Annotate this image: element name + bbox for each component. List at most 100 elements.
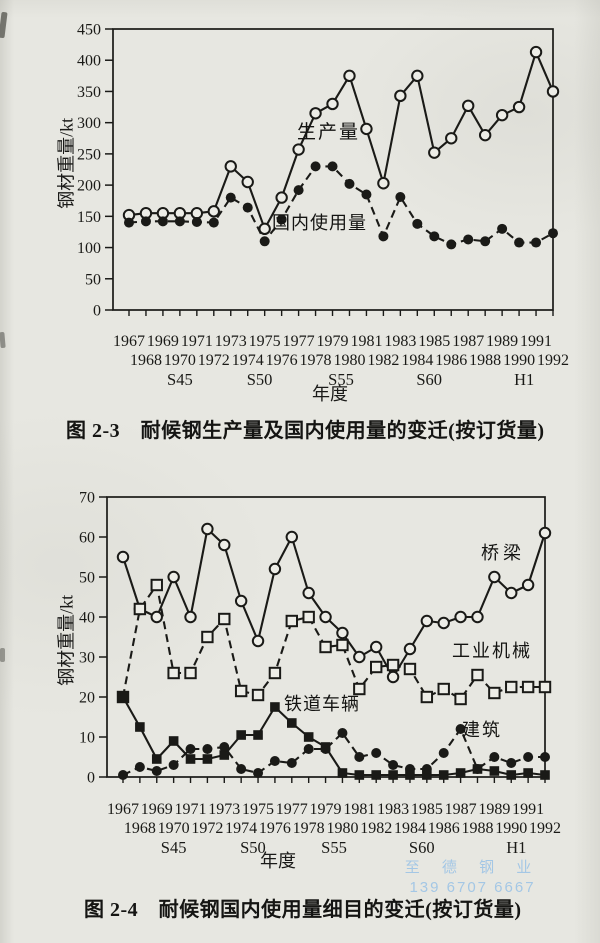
svg-text:1979: 1979 bbox=[317, 333, 349, 350]
svg-text:1975: 1975 bbox=[249, 333, 281, 350]
svg-text:1976: 1976 bbox=[266, 352, 298, 369]
svg-text:1991: 1991 bbox=[512, 801, 544, 818]
x-axis-ticks bbox=[122, 777, 546, 783]
svg-text:S45: S45 bbox=[161, 838, 187, 857]
svg-text:1979: 1979 bbox=[310, 801, 342, 818]
svg-text:1970: 1970 bbox=[158, 820, 190, 837]
svg-text:1973: 1973 bbox=[215, 333, 247, 350]
chart-2-3-markers-0 bbox=[122, 45, 560, 236]
svg-text:S55: S55 bbox=[328, 370, 354, 389]
svg-text:150: 150 bbox=[77, 209, 101, 226]
svg-text:S50: S50 bbox=[247, 370, 273, 389]
svg-text:100: 100 bbox=[77, 240, 101, 257]
svg-text:450: 450 bbox=[77, 22, 101, 39]
svg-text:1977: 1977 bbox=[276, 801, 308, 818]
svg-text:1987: 1987 bbox=[445, 801, 477, 818]
svg-text:0: 0 bbox=[93, 303, 101, 320]
svg-text:1971: 1971 bbox=[181, 333, 213, 350]
svg-text:1977: 1977 bbox=[283, 333, 315, 350]
svg-text:1985: 1985 bbox=[418, 333, 450, 350]
svg-text:0: 0 bbox=[87, 770, 95, 787]
svg-text:S50: S50 bbox=[240, 838, 266, 857]
chart2-y-axis-title: 钢材重量/kt bbox=[56, 594, 77, 686]
svg-text:1982: 1982 bbox=[367, 352, 399, 369]
svg-text:70: 70 bbox=[79, 490, 95, 507]
chart1-x-axis-title: 年度 bbox=[312, 384, 348, 404]
svg-text:1967: 1967 bbox=[107, 801, 139, 818]
svg-text:300: 300 bbox=[77, 115, 101, 132]
x-axis-era-labels: S45 S50 S55 S60 H1 bbox=[167, 370, 534, 389]
svg-text:50: 50 bbox=[85, 271, 101, 288]
svg-text:1985: 1985 bbox=[411, 801, 443, 818]
svg-text:1988: 1988 bbox=[469, 352, 501, 369]
svg-text:1980: 1980 bbox=[326, 820, 358, 837]
svg-text:H1: H1 bbox=[506, 838, 526, 857]
chart2-x-axis-title: 年度 bbox=[260, 851, 296, 871]
svg-text:1992: 1992 bbox=[537, 352, 569, 369]
svg-text:H1: H1 bbox=[514, 370, 534, 389]
svg-text:1973: 1973 bbox=[208, 801, 240, 818]
svg-text:1972: 1972 bbox=[198, 352, 230, 369]
svg-text:1972: 1972 bbox=[191, 820, 223, 837]
chart-2-4-markers-0 bbox=[116, 522, 552, 684]
svg-text:1990: 1990 bbox=[503, 352, 535, 369]
svg-text:1986: 1986 bbox=[428, 820, 460, 837]
chart-2-4: 0102030405060701967196819691970197119721… bbox=[79, 490, 561, 858]
svg-text:1969: 1969 bbox=[147, 333, 179, 350]
chart1-y-axis-title: 钢材重量/kt bbox=[56, 117, 77, 209]
svg-text:1978: 1978 bbox=[293, 820, 325, 837]
svg-text:1976: 1976 bbox=[259, 820, 291, 837]
svg-text:1974: 1974 bbox=[225, 820, 257, 837]
chart2-series-label-bridges: 桥梁 bbox=[481, 543, 525, 563]
svg-text:1971: 1971 bbox=[175, 801, 207, 818]
x-axis-year-labels: 1967 1968 1969 1970 1971 1972 1973 1974 1975 1976… bbox=[113, 333, 569, 369]
svg-text:1978: 1978 bbox=[300, 352, 332, 369]
chart1-series-label-domestic-usage: 国内使用量 bbox=[272, 213, 367, 233]
svg-text:1983: 1983 bbox=[384, 333, 416, 350]
svg-text:1968: 1968 bbox=[124, 820, 156, 837]
figure-2-3-caption: 图 2-3 耐候钢生产量及国内使用量的变迁(按订货量) bbox=[66, 420, 545, 442]
svg-text:S55: S55 bbox=[321, 838, 347, 857]
svg-text:1990: 1990 bbox=[495, 820, 527, 837]
svg-text:1984: 1984 bbox=[401, 352, 433, 369]
chart-2-3-markers-1 bbox=[124, 161, 558, 250]
svg-text:1989: 1989 bbox=[486, 333, 518, 350]
svg-text:200: 200 bbox=[77, 178, 101, 195]
chart2-series-label-railway-vehicles: 铁道车辆 bbox=[284, 694, 360, 714]
svg-text:1974: 1974 bbox=[232, 352, 264, 369]
svg-text:60: 60 bbox=[79, 530, 95, 547]
scan-edge-artifact bbox=[0, 648, 5, 662]
svg-text:250: 250 bbox=[77, 146, 101, 163]
svg-text:1986: 1986 bbox=[435, 352, 467, 369]
svg-text:1984: 1984 bbox=[394, 820, 426, 837]
chart-2-3: 0501001502002503003504004501967196819691… bbox=[77, 22, 569, 390]
svg-text:30: 30 bbox=[79, 650, 95, 667]
svg-text:1987: 1987 bbox=[452, 333, 484, 350]
figure-2-4-caption: 图 2-4 耐候钢国内使用量细目的变迁(按订货量) bbox=[84, 899, 522, 921]
svg-text:1969: 1969 bbox=[141, 801, 173, 818]
svg-text:1980: 1980 bbox=[333, 352, 365, 369]
svg-text:1991: 1991 bbox=[520, 333, 552, 350]
svg-text:1981: 1981 bbox=[350, 333, 382, 350]
svg-text:1982: 1982 bbox=[360, 820, 392, 837]
watermark-phone: 139 6707 6667 bbox=[409, 879, 536, 896]
x-axis-year-labels: 1967 1968 1969 1970 1971 1972 1973 1974 1975 1976… bbox=[107, 801, 561, 837]
svg-text:S60: S60 bbox=[416, 370, 442, 389]
chart2-series-label-industrial-machinery: 工业机械 bbox=[452, 641, 532, 661]
svg-text:1975: 1975 bbox=[242, 801, 274, 818]
y-axis-ticks: 0 10 20 30 40 50 60 70 bbox=[79, 490, 107, 787]
svg-text:S45: S45 bbox=[167, 370, 193, 389]
svg-text:1981: 1981 bbox=[343, 801, 375, 818]
svg-text:40: 40 bbox=[79, 610, 95, 627]
svg-text:1989: 1989 bbox=[478, 801, 510, 818]
svg-text:1970: 1970 bbox=[164, 352, 196, 369]
svg-text:50: 50 bbox=[79, 570, 95, 587]
svg-text:1988: 1988 bbox=[461, 820, 493, 837]
svg-text:1992: 1992 bbox=[529, 820, 561, 837]
watermark: 至 德 钢 业 139 6707 6667 bbox=[400, 858, 545, 898]
watermark-name: 至 德 钢 业 bbox=[404, 859, 541, 876]
y-axis-ticks: 0 50 100 150 200 250 300 350 400 450 bbox=[77, 22, 113, 320]
svg-text:400: 400 bbox=[77, 53, 101, 70]
